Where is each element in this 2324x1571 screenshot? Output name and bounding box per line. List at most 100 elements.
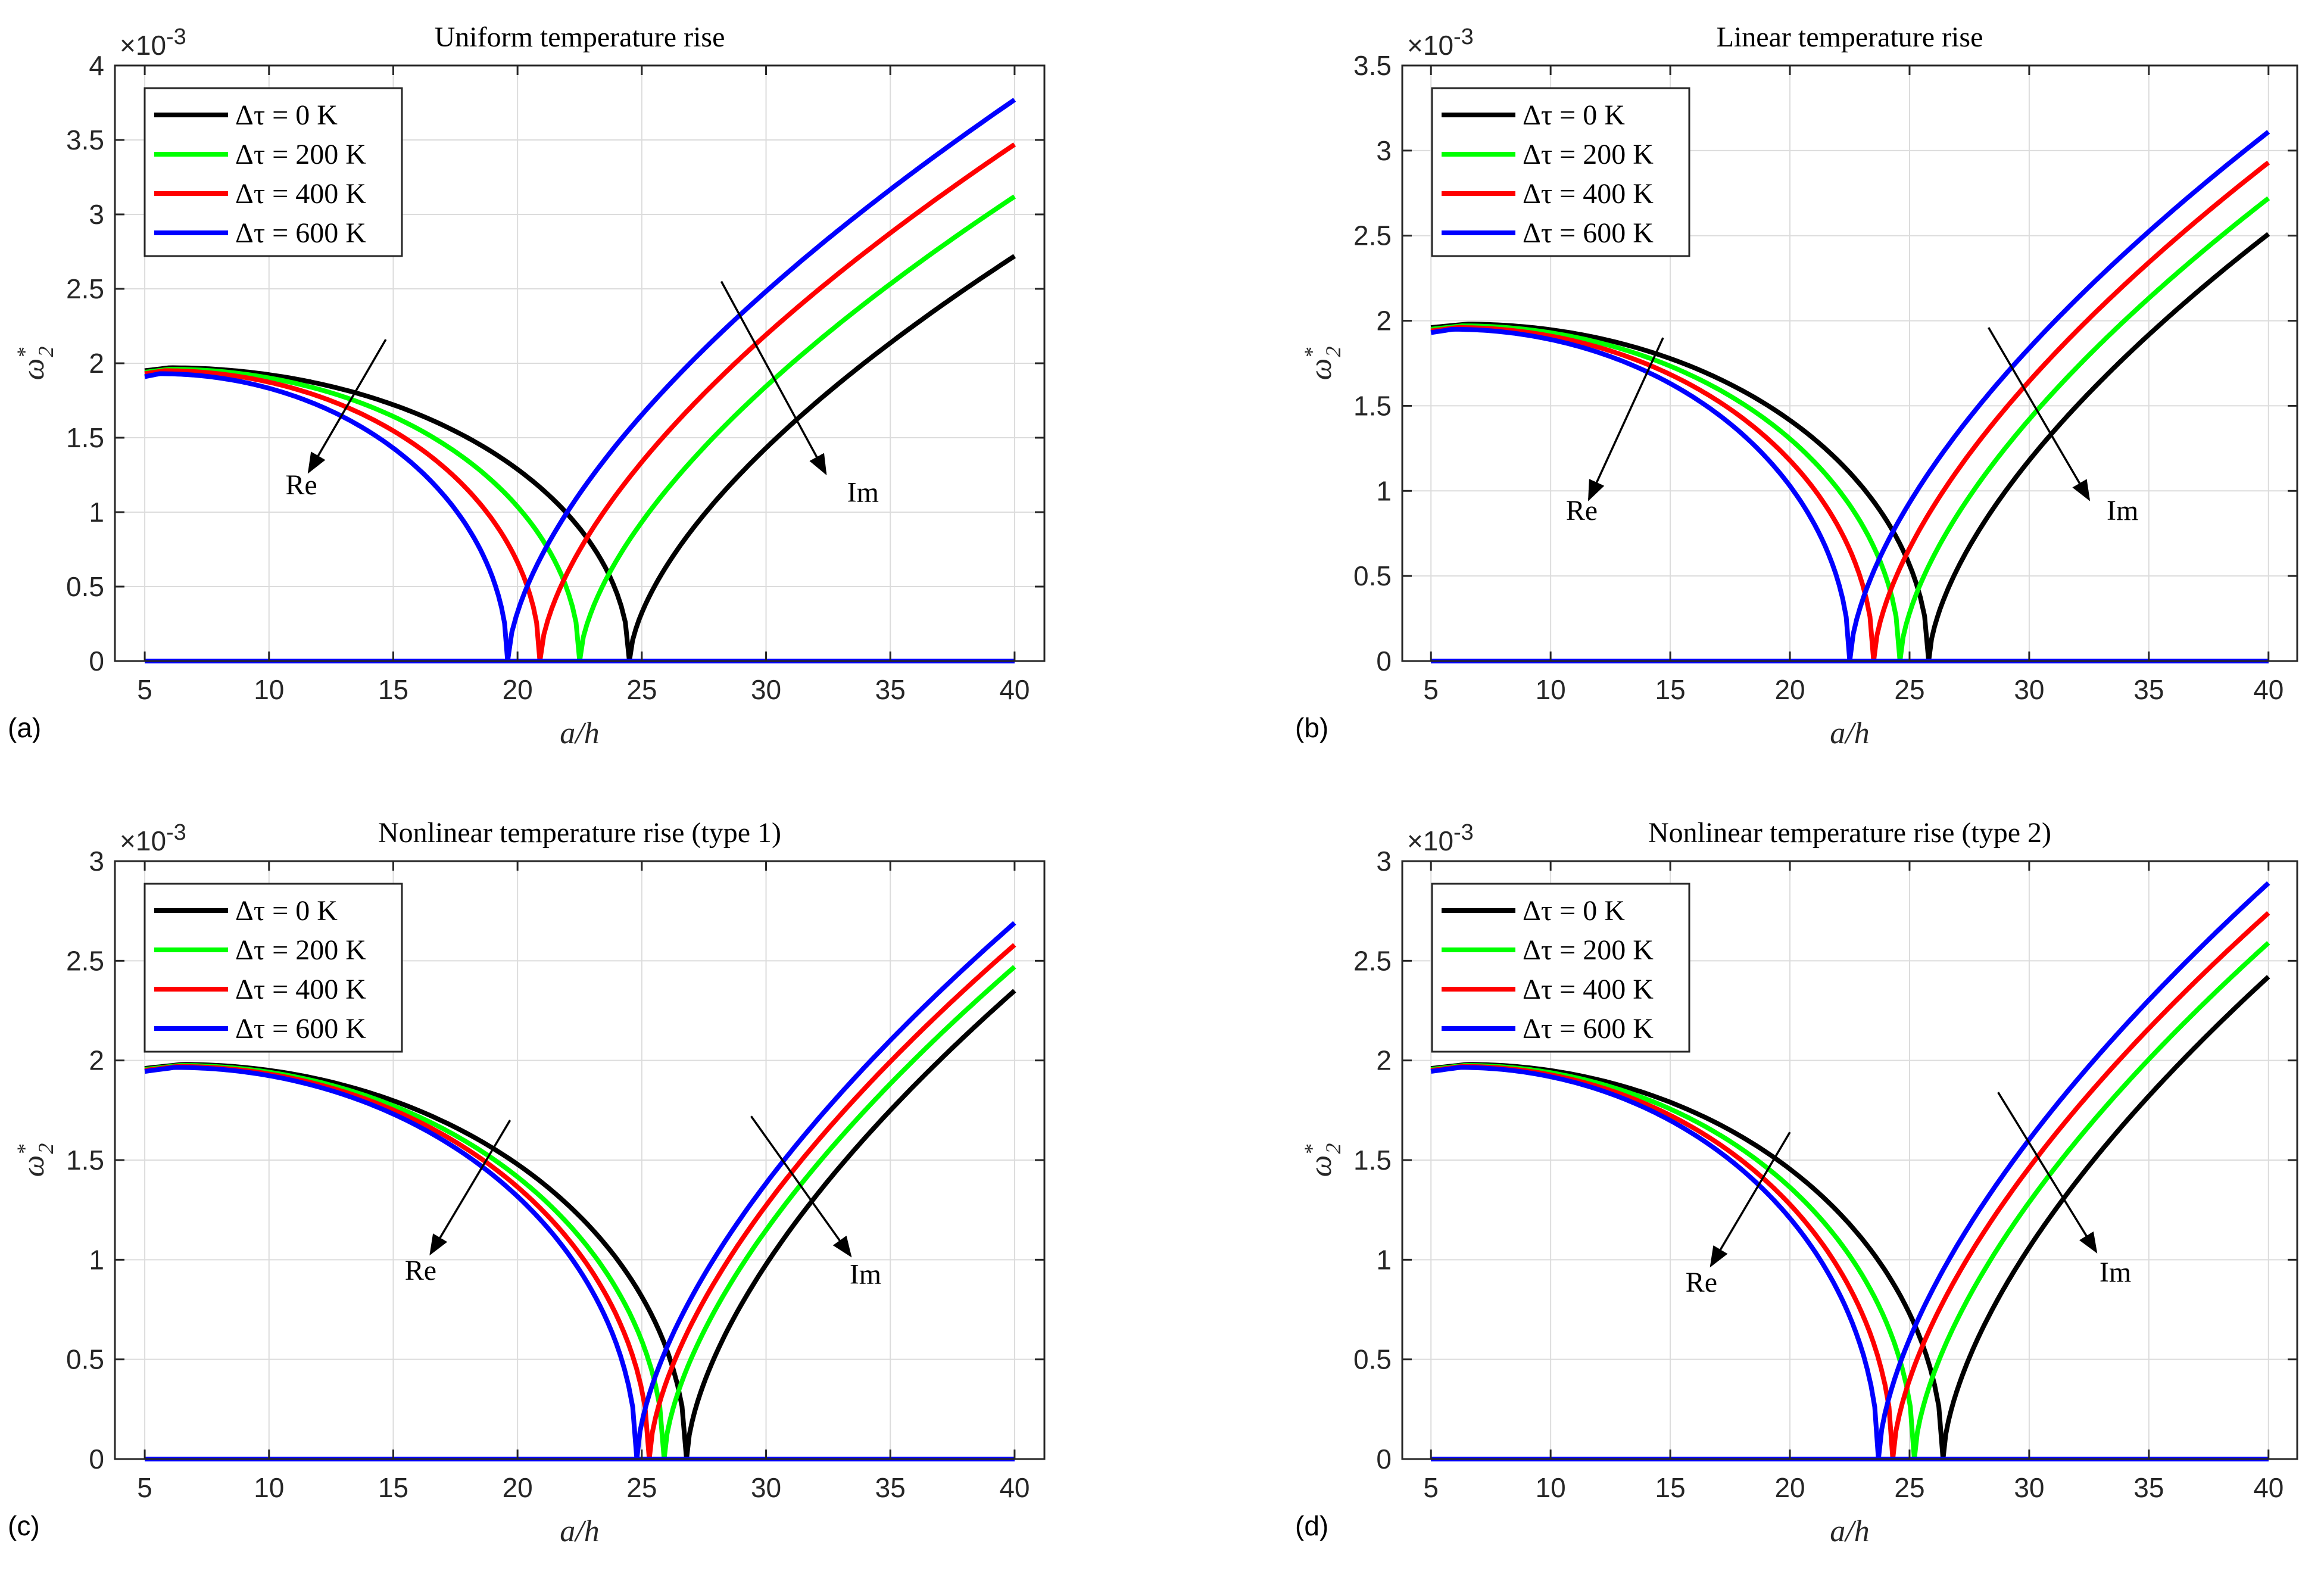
y-tick-label: 3.5: [1353, 50, 1392, 81]
legend: Δτ = 0 K Δτ = 200 K Δτ = 400 K Δτ = 600 K: [144, 883, 403, 1053]
y-tick-label: 1.5: [1353, 1145, 1392, 1176]
series-3-imag-line: [1876, 881, 2270, 1460]
exponent-label: ×10-3: [1407, 24, 1474, 61]
panel-a: 5 10 15 20 25 30 35 40 0 0.5 1 1.5 2 2.5 3 3.5 4 ×10-3 Uni…: [8, 21, 1046, 750]
x-tick-label: 20: [503, 1472, 533, 1503]
axes-box: [1401, 64, 2298, 662]
y-label-sup: *: [1300, 348, 1324, 359]
y-tick-label: 2.5: [1353, 945, 1392, 976]
y-tick-label: 3: [1376, 135, 1392, 166]
annotation-label: Im: [2107, 495, 2138, 526]
x-tick-label: 35: [2133, 674, 2164, 705]
legend: Δτ = 0 K Δτ = 200 K Δτ = 400 K Δτ = 600 K: [144, 87, 403, 257]
annotations: Re Im: [285, 280, 879, 509]
annotation-arrow: [1710, 1132, 1791, 1268]
panel-label: (b): [1295, 712, 1328, 743]
y-tick-label: 0: [89, 646, 104, 677]
y-tick-label: 3: [89, 199, 104, 230]
series-3-imag-line: [1847, 130, 2270, 662]
x-tick-label: 40: [2253, 674, 2284, 705]
y-label-symbol: ω: [1304, 359, 1338, 381]
x-tick-label: 25: [626, 1472, 657, 1503]
series-3-imag-line: [634, 921, 1016, 1460]
x-tick-label: 15: [378, 674, 408, 705]
series-0-imag-line: [684, 989, 1016, 1460]
y-label-symbol: ω: [17, 359, 51, 381]
series-3-real-line: [144, 1065, 640, 1460]
annotation-arrow: [750, 1115, 852, 1258]
y-label-sup: *: [13, 348, 36, 359]
annotation-arrow: [307, 339, 387, 474]
chart-title: Nonlinear temperature rise (type 1): [378, 817, 781, 849]
y-label-sup: *: [1300, 1145, 1324, 1155]
x-axis-label: a/h: [1830, 1514, 1869, 1548]
x-tick-label: 35: [2133, 1472, 2164, 1503]
series-1-imag-line: [1897, 196, 2270, 662]
y-tick-label: 2: [1376, 1045, 1392, 1076]
x-tick-label: 10: [254, 1472, 284, 1503]
y-label-sub: 2: [34, 347, 58, 357]
y-tick-label: 2: [89, 1045, 104, 1076]
y-tick-label: 0.5: [66, 1344, 104, 1375]
y-tick-label: 0.5: [66, 571, 104, 602]
legend-entry: Δτ = 400 K: [235, 974, 366, 1005]
legend-entry: Δτ = 400 K: [1523, 178, 1654, 210]
ticks: 5 10 15 20 25 30 35 40 0 0.5 1 1.5 2 2.5 3 3.5 4: [66, 50, 1044, 705]
exponent-label: ×10-3: [1407, 820, 1474, 856]
x-tick-label: 5: [137, 1472, 152, 1503]
y-tick-label: 2.5: [1353, 220, 1392, 251]
panel-b: 5 10 15 20 25 30 35 40 0 0.5 1 1.5 2 2.5 3 3.5 ×10-3 Line…: [1295, 21, 2298, 750]
y-tick-label: 3.5: [66, 124, 104, 155]
exponent-label: ×10-3: [120, 820, 186, 856]
series-0-imag-line: [1941, 975, 2270, 1460]
legend: Δτ = 0 K Δτ = 200 K Δτ = 400 K Δτ = 600 K: [1431, 87, 1690, 257]
panel-d: 5 10 15 20 25 30 35 40 0 0.5 1 1.5 2 2.5 3 ×10-3 Nonline…: [1295, 817, 2298, 1548]
y-tick-label: 0.5: [1353, 1344, 1392, 1375]
annotation-arrow: [1997, 1092, 2098, 1254]
y-label-sup: *: [13, 1145, 36, 1155]
y-label-symbol: ω: [1304, 1155, 1338, 1177]
x-tick-label: 20: [1774, 674, 1805, 705]
x-tick-label: 25: [1894, 1472, 1924, 1503]
x-tick-label: 25: [626, 674, 657, 705]
series-3-real-line: [144, 371, 510, 662]
annotation-label: Re: [285, 469, 317, 501]
exponent-base: ×10: [1407, 30, 1453, 61]
legend: Δτ = 0 K Δτ = 200 K Δτ = 400 K Δτ = 600 K: [1431, 883, 1690, 1053]
y-tick-label: 2: [89, 348, 104, 379]
x-tick-label: 35: [875, 1472, 906, 1503]
annotation-label: Im: [2100, 1257, 2131, 1288]
y-axis-label: ω*2: [13, 347, 58, 381]
x-tick-label: 5: [1423, 1472, 1439, 1503]
y-tick-label: 1.5: [66, 1145, 104, 1176]
y-axis-label: ω*2: [1300, 347, 1345, 381]
y-label-sub: 2: [1321, 347, 1345, 357]
exponent-base: ×10: [120, 825, 166, 856]
x-tick-label: 40: [2253, 1472, 2284, 1503]
series-2-imag-line: [1871, 160, 2270, 662]
y-tick-label: 0: [89, 1444, 104, 1475]
x-axis-label: a/h: [560, 1514, 599, 1548]
annotation-arrow: [429, 1120, 511, 1256]
y-tick-label: 1: [1376, 475, 1392, 506]
y-tick-label: 1: [89, 497, 104, 528]
y-tick-label: 0: [1376, 1444, 1392, 1475]
series-3-real-line: [1430, 1065, 1881, 1460]
x-tick-label: 20: [503, 674, 533, 705]
series-3-imag-line: [505, 98, 1016, 662]
y-tick-label: 1: [1376, 1244, 1392, 1275]
y-tick-label: 3: [89, 846, 104, 877]
y-label-sub: 2: [34, 1143, 58, 1154]
chart-title: Nonlinear temperature rise (type 2): [1648, 817, 2051, 849]
ticks: 5 10 15 20 25 30 35 40 0 0.5 1 1.5 2 2.5 3 3.5: [1353, 50, 2297, 705]
x-axis-label: a/h: [1830, 716, 1869, 750]
legend-entry: Δτ = 400 K: [235, 178, 366, 210]
annotation-arrow: [1587, 337, 1664, 501]
legend-entry: Δτ = 0 K: [1523, 895, 1625, 927]
y-label-symbol: ω: [17, 1155, 51, 1177]
y-tick-label: 0.5: [1353, 560, 1392, 591]
y-tick-label: 1: [89, 1244, 104, 1275]
legend-entry: Δτ = 0 K: [235, 895, 338, 927]
